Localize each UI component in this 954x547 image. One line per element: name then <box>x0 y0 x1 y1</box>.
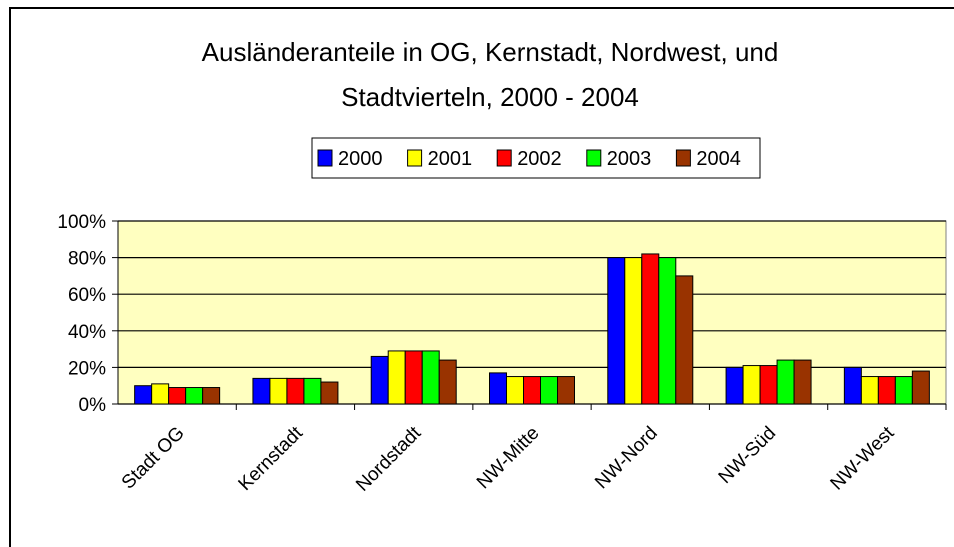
bar <box>370 355 389 405</box>
y-tick-label: 0% <box>79 395 107 416</box>
legend-swatch <box>586 149 602 167</box>
bar <box>860 376 879 405</box>
bar <box>404 350 423 405</box>
bar <box>489 372 507 405</box>
bar <box>911 370 930 405</box>
bar <box>624 257 643 405</box>
bar <box>286 377 305 405</box>
bar <box>675 275 694 405</box>
chart-title: Ausländeranteile in OG, Kernstadt, Nordw… <box>201 37 779 112</box>
bar <box>607 257 626 405</box>
bar <box>185 387 204 405</box>
bar <box>168 387 187 405</box>
bar <box>303 377 322 405</box>
legend-label: 2001 <box>428 148 473 170</box>
legend-swatch <box>496 149 512 167</box>
bar <box>252 377 271 405</box>
bar <box>658 257 677 405</box>
bar <box>843 366 862 405</box>
bar <box>894 376 913 405</box>
bar <box>759 365 778 405</box>
bar <box>387 350 406 405</box>
bar <box>506 376 524 405</box>
bar <box>438 359 457 405</box>
legend-swatch <box>675 149 691 167</box>
bar <box>793 359 812 405</box>
bar <box>320 381 339 405</box>
legend-label: 2003 <box>607 148 652 170</box>
legend-swatch <box>407 149 423 167</box>
legend-label: 2000 <box>338 148 383 170</box>
bar <box>202 387 221 405</box>
bar <box>725 366 744 405</box>
bar <box>641 253 660 405</box>
y-tick-label: 40% <box>68 322 106 343</box>
legend-label: 2004 <box>696 148 741 170</box>
legend-label: 2002 <box>517 148 562 170</box>
bar <box>269 377 288 405</box>
bar <box>742 365 761 405</box>
bar <box>776 359 795 405</box>
bar <box>134 385 153 405</box>
legend-swatch <box>317 149 333 167</box>
bar <box>540 376 558 405</box>
bar <box>523 376 541 405</box>
y-tick-label: 20% <box>68 358 106 379</box>
y-tick-label: 60% <box>68 285 106 306</box>
bar <box>421 350 440 405</box>
bar <box>877 376 896 405</box>
y-tick-label: 80% <box>68 249 106 270</box>
bar <box>557 376 575 405</box>
y-tick-label: 100% <box>57 212 106 233</box>
bar <box>151 383 170 405</box>
